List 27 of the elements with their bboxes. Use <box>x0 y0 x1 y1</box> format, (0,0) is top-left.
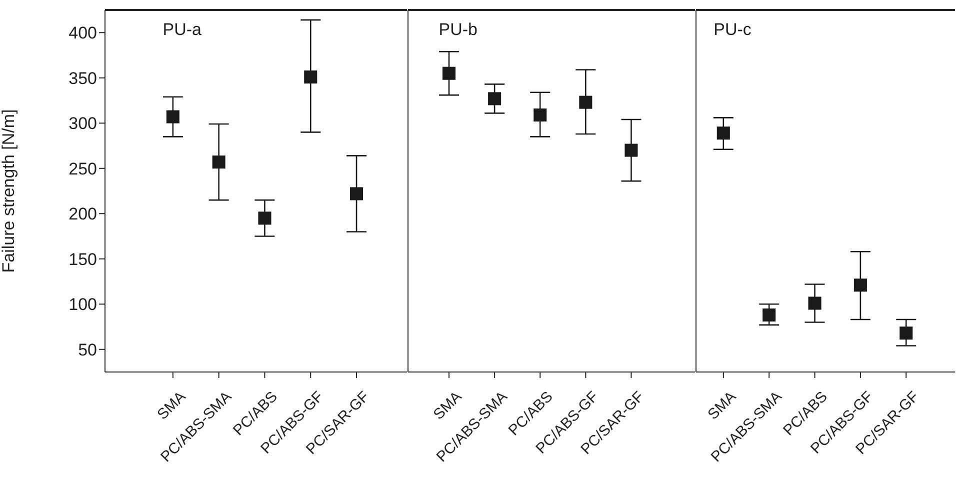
point <box>900 326 913 340</box>
point <box>808 296 822 310</box>
y-tick-label: 150 <box>68 250 97 269</box>
point <box>442 66 456 80</box>
point <box>212 156 226 169</box>
text: PU-b <box>438 20 478 40</box>
point <box>579 96 592 109</box>
text: PU-a <box>162 20 202 40</box>
y-tick-label: 100 <box>68 295 97 314</box>
point <box>716 126 730 140</box>
point <box>258 212 272 225</box>
y-tick-label: 250 <box>68 159 97 178</box>
y-tick-label: 300 <box>68 114 97 134</box>
y-tick-label: 350 <box>68 68 97 88</box>
point <box>854 278 867 292</box>
y-tick-label: 400 <box>68 24 97 43</box>
point <box>624 144 638 157</box>
point <box>350 187 364 200</box>
point <box>304 70 318 84</box>
y-axis-title: Failure strength [N/m] <box>0 109 18 273</box>
point <box>166 110 180 124</box>
y-tick-label: 50 <box>78 340 97 360</box>
point <box>488 92 502 106</box>
point <box>762 308 776 322</box>
point <box>534 108 547 122</box>
y-tick-label: 200 <box>68 204 97 224</box>
text: PU-c <box>714 20 752 40</box>
